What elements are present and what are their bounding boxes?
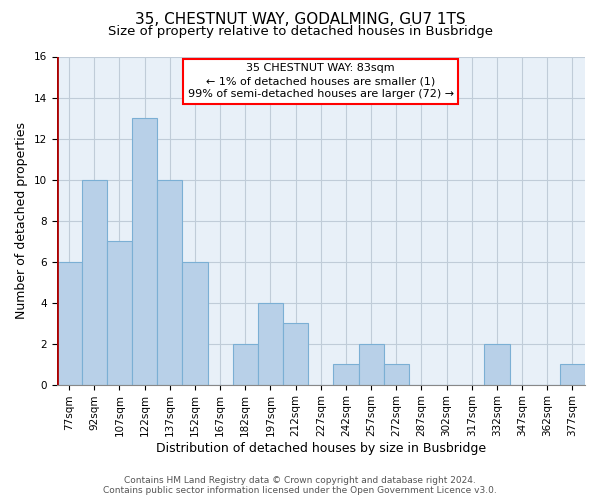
Bar [359, 344, 383, 384]
X-axis label: Distribution of detached houses by size in Busbridge: Distribution of detached houses by size … [156, 442, 486, 455]
Bar [383, 364, 409, 384]
Bar [182, 262, 208, 384]
Bar [56, 262, 82, 384]
Text: 35, CHESTNUT WAY, GODALMING, GU7 1TS: 35, CHESTNUT WAY, GODALMING, GU7 1TS [134, 12, 466, 28]
Bar [132, 118, 157, 384]
Text: Contains HM Land Registry data © Crown copyright and database right 2024.
Contai: Contains HM Land Registry data © Crown c… [103, 476, 497, 495]
Bar [560, 364, 585, 384]
Text: 35 CHESTNUT WAY: 83sqm
← 1% of detached houses are smaller (1)
99% of semi-detac: 35 CHESTNUT WAY: 83sqm ← 1% of detached … [188, 63, 454, 100]
Bar [107, 241, 132, 384]
Bar [157, 180, 182, 384]
Bar [334, 364, 359, 384]
Bar [283, 323, 308, 384]
Text: Size of property relative to detached houses in Busbridge: Size of property relative to detached ho… [107, 25, 493, 38]
Bar [82, 180, 107, 384]
Bar [484, 344, 509, 384]
Bar [233, 344, 258, 384]
Bar [258, 302, 283, 384]
Y-axis label: Number of detached properties: Number of detached properties [15, 122, 28, 319]
